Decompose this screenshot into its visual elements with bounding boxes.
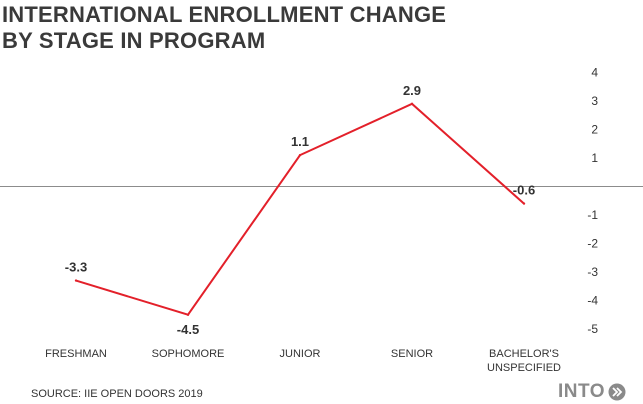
chart-title-line-1: INTERNATIONAL ENROLLMENT CHANGE [2,2,447,27]
x-tick-label: JUNIOR [280,348,321,360]
data-label: -3.3 [65,260,87,275]
x-tick-label: FRESHMAN [45,348,107,360]
into-logo: INTO [558,381,626,403]
data-point [522,202,526,205]
chart-title: INTERNATIONAL ENROLLMENT CHANGE BY STAGE… [2,2,446,54]
y-tick-label: 3 [591,94,598,108]
y-tick-label: -3 [587,265,598,279]
data-point [186,313,190,316]
x-tick-label: BACHELOR'S [489,348,559,360]
logo-text: INTO [558,381,606,402]
data-point [298,153,302,157]
chart-title-line-2: BY STAGE IN PROGRAM [2,28,266,53]
y-tick-label: -5 [587,322,598,336]
data-label: -4.5 [177,322,199,337]
data-label: 1.1 [291,134,309,149]
source-note: SOURCE: IIE OPEN DOORS 2019 [31,388,203,400]
y-tick-label: 2 [591,123,598,137]
y-tick-label: 4 [591,66,598,80]
x-tick-label: SENIOR [391,348,433,360]
data-label: 2.9 [403,83,421,98]
y-tick-label: 1 [591,151,598,165]
data-point [410,102,414,106]
y-tick-label: -2 [587,237,598,251]
y-tick-label: -1 [587,208,598,222]
chevron-circle-icon [608,383,626,401]
y-tick-label: -4 [587,294,598,308]
x-tick-label: UNSPECIFIED [487,362,561,374]
data-label: -0.6 [513,183,535,198]
data-point [74,279,78,282]
x-tick-label: SOPHOMORE [152,348,225,360]
